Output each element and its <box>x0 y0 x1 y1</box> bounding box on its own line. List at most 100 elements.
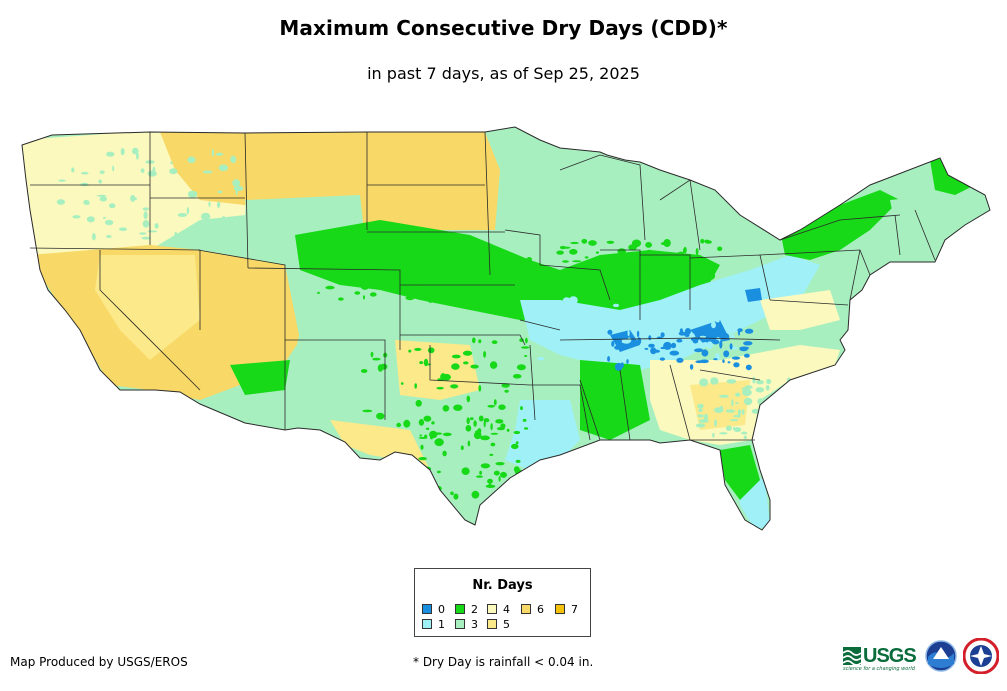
state-border <box>529 344 536 421</box>
zone-2-central-plains <box>295 220 720 330</box>
zone-1-ohio-valley <box>520 255 820 370</box>
map-speckle <box>584 256 589 259</box>
state-border <box>619 369 631 441</box>
map-speckle <box>614 345 621 350</box>
map-speckle <box>743 435 747 440</box>
map-speckle <box>453 404 463 411</box>
map-speckle <box>725 409 736 413</box>
map-speckle <box>106 151 115 157</box>
map-speckle <box>616 266 622 273</box>
map-speckle <box>731 356 741 360</box>
map-speckle <box>607 356 611 362</box>
legend-label: 6 <box>537 603 544 616</box>
map-speckle <box>208 226 218 234</box>
map-speckle <box>454 247 462 251</box>
map-speckle <box>521 346 530 349</box>
map-speckle <box>425 261 429 269</box>
map-speckle <box>469 417 474 421</box>
map-speckle <box>556 326 565 329</box>
map-speckle <box>783 397 788 402</box>
map-speckle <box>737 329 741 336</box>
map-speckle <box>233 185 244 192</box>
map-speckle <box>526 257 532 262</box>
map-speckle <box>451 354 461 359</box>
map-speckle <box>595 269 600 275</box>
map-speckle <box>96 194 107 197</box>
map-speckle <box>714 407 724 413</box>
map-speckle <box>727 361 731 364</box>
zone-0-west-virginia <box>745 288 762 302</box>
zone-2-mississippi <box>580 360 650 440</box>
map-speckle <box>498 475 501 482</box>
map-speckle <box>208 201 211 207</box>
map-speckle <box>92 233 96 241</box>
legend-label: 5 <box>503 618 510 631</box>
state-border <box>247 267 401 350</box>
map-speckle <box>425 427 430 430</box>
map-speckle <box>719 340 723 349</box>
legend-item-5: 5 <box>487 619 510 631</box>
map-speckle <box>81 171 89 175</box>
map-speckle <box>453 493 459 500</box>
map-speckle <box>619 334 629 340</box>
map-speckle <box>405 295 415 301</box>
map-speckle <box>710 377 719 385</box>
map-speckle <box>338 297 344 301</box>
map-speckle <box>420 444 424 450</box>
map-speckle <box>648 335 652 341</box>
map-speckle <box>699 323 702 327</box>
map-speckle <box>595 251 599 254</box>
map-speckle <box>689 364 694 370</box>
map-speckle <box>487 478 493 484</box>
map-speckle <box>404 271 415 275</box>
map-speckle <box>471 490 480 499</box>
map-speckle <box>744 393 748 396</box>
map-speckle <box>442 432 452 437</box>
map-speckle <box>506 428 510 432</box>
map-speckle <box>726 379 737 384</box>
map-speckle <box>618 314 621 320</box>
map-speckle <box>462 350 473 356</box>
legend-swatch-1 <box>422 619 432 629</box>
map-speckle <box>611 340 615 347</box>
map-speckle <box>711 321 716 329</box>
map-speckle <box>660 346 666 350</box>
noaa-logo-icon <box>925 640 957 672</box>
map-speckle <box>222 216 226 220</box>
map-speckle <box>483 418 490 423</box>
map-speckle <box>515 459 521 463</box>
map-speckle <box>187 190 198 198</box>
legend-label: 4 <box>503 603 510 616</box>
map-speckle <box>569 248 578 255</box>
map-title: Maximum Consecutive Dry Days (CDD)* <box>279 16 728 40</box>
map-speckle <box>612 303 620 308</box>
state-border <box>600 249 641 320</box>
map-speckle <box>695 248 699 256</box>
state-border <box>484 131 491 276</box>
map-speckle <box>695 273 703 278</box>
map-speckle <box>627 329 630 337</box>
state-border <box>400 334 526 346</box>
map-speckle <box>130 194 136 202</box>
state-border <box>640 254 691 310</box>
map-speckle <box>418 457 428 461</box>
map-speckle <box>415 399 422 407</box>
map-speckle <box>402 258 409 267</box>
map-speckle <box>450 491 454 496</box>
map-speckle <box>362 409 373 413</box>
map-speckle <box>638 268 644 273</box>
map-speckle <box>679 328 684 334</box>
map-speckle <box>480 463 491 469</box>
map-speckle <box>467 440 471 447</box>
zone-1-lower-mississippi <box>505 400 580 470</box>
map-speckle <box>470 364 479 369</box>
map-speckle <box>669 350 680 356</box>
state-border <box>559 154 646 241</box>
map-speckle <box>712 432 715 438</box>
map-speckle <box>666 274 671 282</box>
map-speckle <box>440 261 449 268</box>
map-speckle <box>723 350 730 358</box>
map-speckle <box>743 397 753 406</box>
map-speckle <box>72 215 81 219</box>
map-speckle <box>769 422 775 427</box>
